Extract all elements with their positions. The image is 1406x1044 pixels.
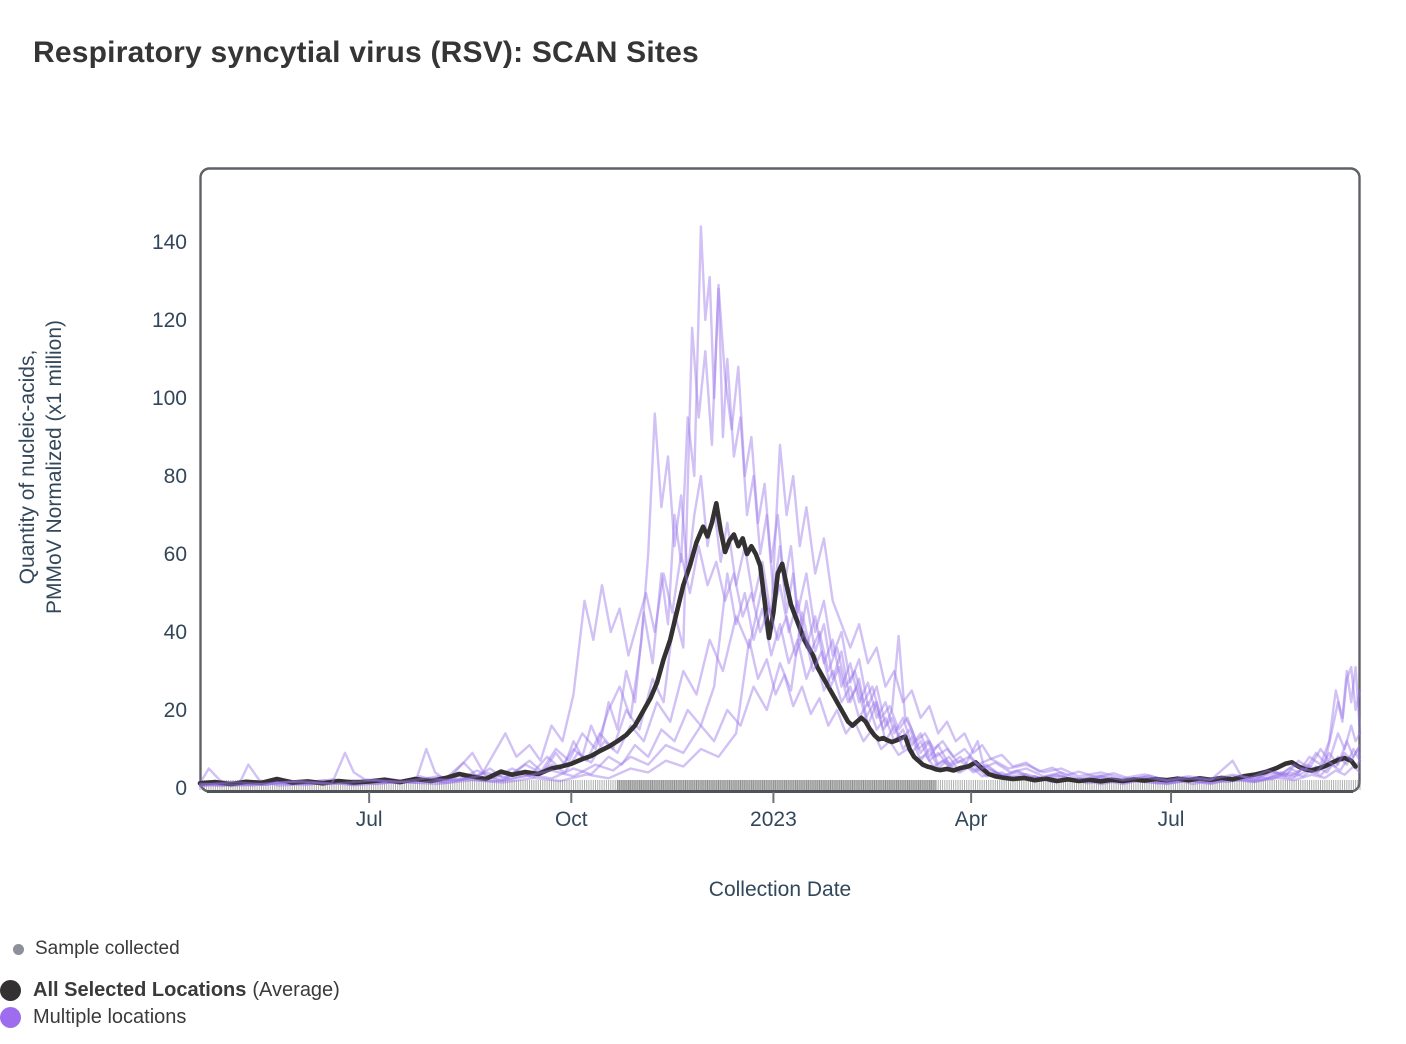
location-line <box>198 225 1362 788</box>
sample-collected-dot-icon <box>13 943 24 955</box>
x-tick-label: 2023 <box>750 808 797 831</box>
location-line <box>198 572 1362 787</box>
location-line <box>198 545 1362 787</box>
legend-sample-collected-label: Sample collected <box>35 938 180 959</box>
x-axis-title: Collection Date <box>708 878 852 901</box>
x-tick-label: Oct <box>555 808 588 831</box>
legend-average-suffix: (Average) <box>252 979 340 1001</box>
location-line <box>198 443 1362 787</box>
legend-item-multiple-locations: Multiple locations <box>0 1006 186 1029</box>
y-tick-label: 40 <box>164 621 187 644</box>
chart-title: Respiratory syncytial virus (RSV): SCAN … <box>33 36 699 69</box>
data-series-lines <box>197 225 1362 788</box>
y-tick-label: 60 <box>164 543 187 566</box>
legend-average-label: All Selected Locations <box>33 979 247 1001</box>
average-line-dot-icon <box>0 980 21 1001</box>
x-tick-label: Jul <box>1158 808 1185 831</box>
y-tick-label: 120 <box>152 309 187 332</box>
x-tick-label: Jul <box>356 808 383 831</box>
location-line <box>198 638 1362 788</box>
location-line <box>198 283 1362 787</box>
legend-multiple-locations-label: Multiple locations <box>33 1006 187 1028</box>
y-tick-label: 140 <box>152 231 187 254</box>
y-tick-label: 80 <box>164 465 187 488</box>
multiple-locations-dot-icon <box>0 1007 21 1028</box>
plot-panel-border <box>199 167 1361 793</box>
y-tick-label: 20 <box>164 699 187 722</box>
location-line <box>198 412 1362 787</box>
y-axis-title-line2: PMMoV Normalized (x1 million) <box>43 319 66 615</box>
legend-item-sample-collected: Sample collected <box>13 938 180 960</box>
y-tick-label: 0 <box>175 777 187 800</box>
x-axis-ticks: Jul Oct 2023 Apr Jul <box>356 792 1185 831</box>
y-axis-title-line1: Quantity of nucleic-acids, <box>16 349 39 585</box>
y-tick-label: 100 <box>152 387 187 410</box>
x-tick-label: Apr <box>955 808 988 831</box>
y-axis-title: Quantity of nucleic-acids, PMMoV Normali… <box>14 117 70 817</box>
y-axis-ticks: 0 20 40 60 80 100 120 140 <box>152 231 187 800</box>
average-line <box>197 500 1358 787</box>
legend-item-average: All Selected Locations (Average) <box>0 979 340 1002</box>
location-line <box>198 611 1362 787</box>
